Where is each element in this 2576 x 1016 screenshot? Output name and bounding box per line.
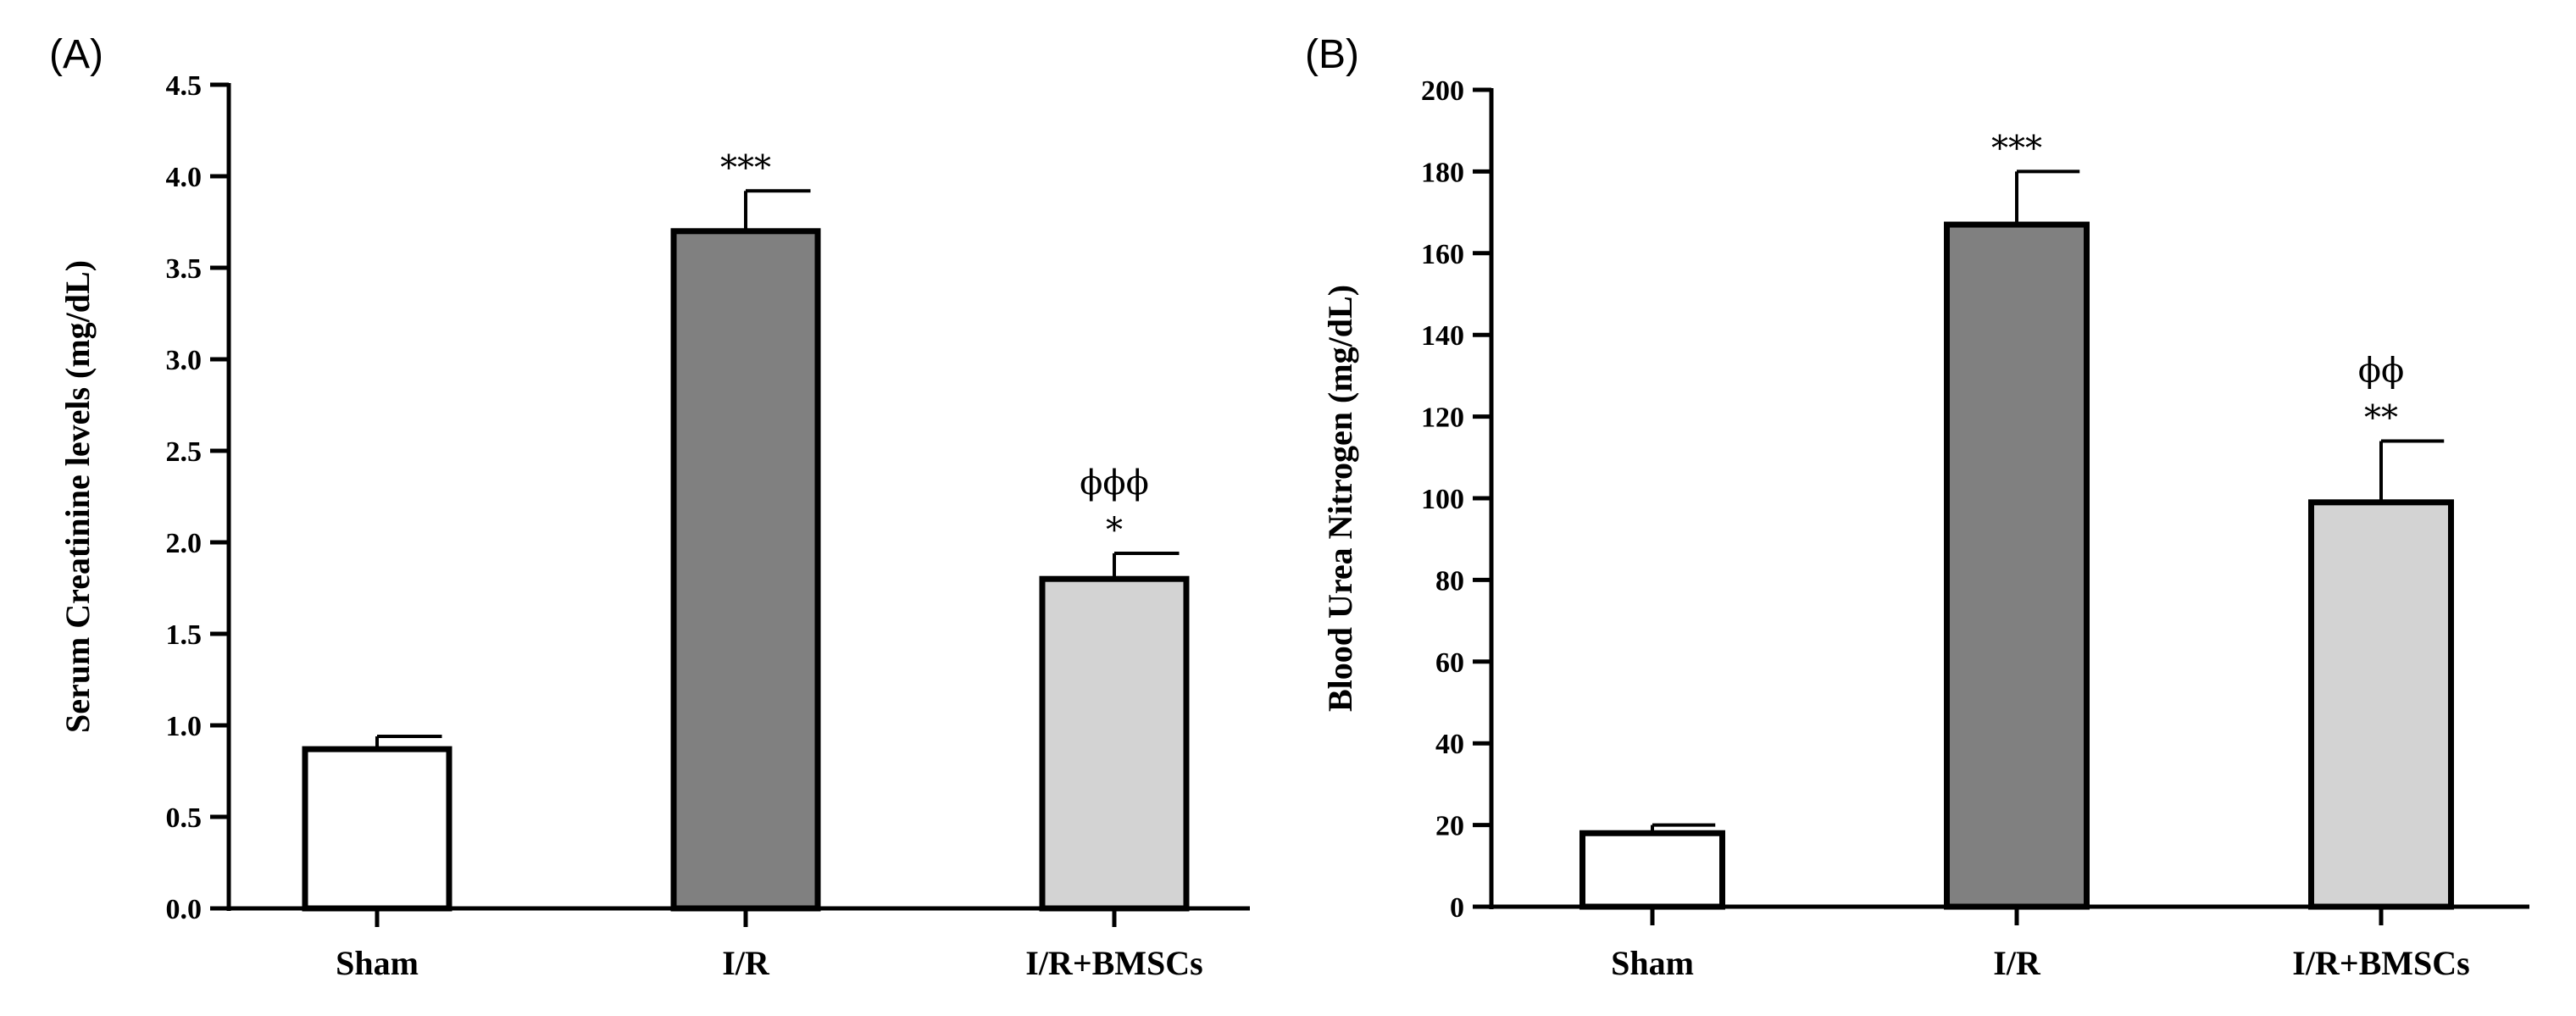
y-axis-title: Blood Urea Nitrogen (mg/dL) <box>1321 285 1359 712</box>
y-tick-label: 80 <box>1435 565 1464 597</box>
bar-i-r <box>670 228 821 912</box>
y-tick-label: 0.5 <box>166 802 203 834</box>
y-tick-label: 1.0 <box>166 711 203 742</box>
category-label: I/R <box>722 944 770 982</box>
category-label: I/R+BMSCs <box>1025 944 1203 982</box>
significance-stars: *** <box>720 148 771 187</box>
bar-i-r-bmscs <box>2308 499 2454 910</box>
significance-phi: ϕϕϕ <box>1080 464 1149 502</box>
y-tick-label: 200 <box>1421 75 1464 107</box>
y-tick-label: 0.0 <box>166 894 203 925</box>
y-tick-label: 3.5 <box>166 253 203 285</box>
significance-stars: ** <box>2364 399 2398 438</box>
y-tick-label: 4.5 <box>166 70 203 102</box>
y-tick-label: 20 <box>1435 811 1464 842</box>
significance-stars: *** <box>1991 129 2042 168</box>
panel-label: (A) <box>49 32 103 77</box>
y-tick-label: 3.0 <box>166 345 203 376</box>
y-tick-label: 160 <box>1421 239 1464 270</box>
panel-b-bun-chart: (B) 0 20 40 60 80 100 120 140 160 180 200 Blood Urea… <box>1305 32 2529 982</box>
bar-sham <box>1579 830 1725 910</box>
y-tick-label: 1.5 <box>166 619 203 651</box>
y-tick-label: 0 <box>1450 892 1464 924</box>
y-tick-label: 140 <box>1421 320 1464 352</box>
y-tick-label: 180 <box>1421 157 1464 188</box>
bar-i-r <box>1944 221 2090 910</box>
category-label: I/R+BMSCs <box>2292 944 2470 982</box>
y-tick-label: 100 <box>1421 484 1464 515</box>
category-label: I/R <box>1993 944 2041 982</box>
category-label: Sham <box>1611 944 1694 982</box>
bar-sham <box>302 746 452 912</box>
significance-phi: ϕϕ <box>2358 352 2405 391</box>
panel-label: (B) <box>1305 32 1359 77</box>
y-axis-title: Serum Creatinine levels (mg/dL) <box>58 260 97 733</box>
y-tick-label: 2.0 <box>166 528 203 559</box>
panel-a-creatinine-chart: (A) 0.0 0.5 1.0 1.5 2.0 2.5 3.0 3.5 4.0 4.5 Serum C… <box>49 32 1250 982</box>
significance-stars: * <box>1106 511 1123 550</box>
y-tick-label: 2.5 <box>166 436 203 468</box>
y-tick-label: 40 <box>1435 729 1464 760</box>
y-tick-label: 4.0 <box>166 162 203 193</box>
y-tick-label: 120 <box>1421 403 1464 434</box>
bar-i-r-bmscs <box>1039 575 1190 912</box>
y-tick-label: 60 <box>1435 647 1464 679</box>
category-label: Sham <box>336 944 419 982</box>
